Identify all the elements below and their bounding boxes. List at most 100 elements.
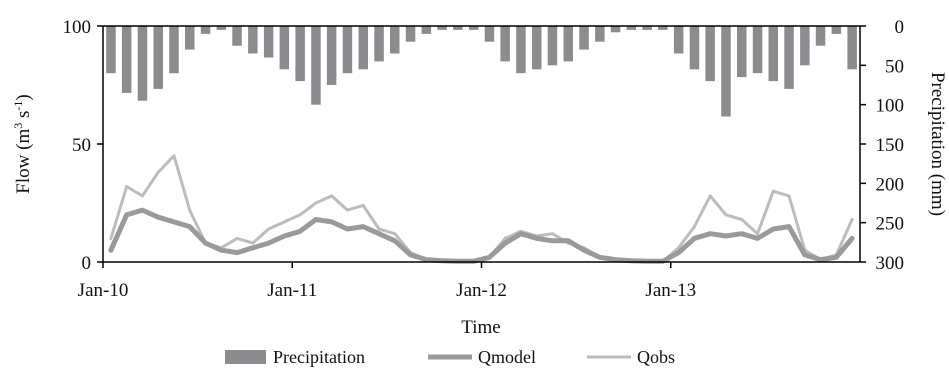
legend-swatch-precipitation <box>225 350 266 364</box>
precipitation-bar <box>263 26 274 58</box>
y2-axis-ticks: 0 50 100 150 200 250 300 <box>860 17 904 274</box>
precipitation-bar <box>532 26 542 70</box>
qobs-point <box>251 241 255 245</box>
precipitation-bar <box>121 26 132 93</box>
qobs-point <box>787 194 791 198</box>
x-tick-label: Jan-11 <box>267 280 317 301</box>
qmodel-point <box>346 227 349 231</box>
precipitation-bar <box>579 26 589 50</box>
precipitation-bar <box>200 26 211 34</box>
qobs-point <box>708 194 712 198</box>
x-tick-label: Jan-13 <box>645 280 696 301</box>
precipitation-bar <box>390 26 400 54</box>
precipitation-bar <box>642 26 652 30</box>
precipitation-bar <box>500 26 510 62</box>
y2-tick-label: 100 <box>876 96 905 117</box>
x-axis-title: Time <box>461 317 500 338</box>
qmodel-point <box>409 253 412 257</box>
qmodel-point <box>693 237 696 240</box>
qmodel-point <box>393 239 397 243</box>
x-tick-label: Jan-10 <box>78 280 129 301</box>
qmodel-point <box>141 208 144 212</box>
qmodel-line <box>108 207 855 264</box>
precipitation-bar <box>752 26 763 74</box>
qmodel-point <box>708 232 712 236</box>
qobs-point <box>756 232 759 236</box>
qmodel-point <box>488 255 491 259</box>
qmodel-point <box>267 241 270 245</box>
precipitation-bar <box>137 26 148 101</box>
qobs-point <box>551 232 554 236</box>
precipitation-bar <box>847 26 857 70</box>
x-tick-label: Jan-12 <box>456 280 507 301</box>
precipitation-bar <box>421 26 432 34</box>
precipitation-bar <box>626 26 637 30</box>
x-axis-ticks: Jan-10 Jan-11 Jan-12 Jan-13 <box>78 262 696 301</box>
precipitation-bar <box>185 26 195 50</box>
precipitation-bar <box>279 26 290 70</box>
qmodel-point <box>503 241 507 245</box>
qmodel-series <box>108 207 855 264</box>
qmodel-point <box>251 246 255 250</box>
qmodel-point <box>156 215 160 219</box>
qmodel-point <box>582 248 586 252</box>
qobs-point <box>393 232 397 236</box>
precipitation-bar <box>232 26 242 46</box>
qmodel-point <box>598 255 602 259</box>
qmodel-point <box>298 229 302 233</box>
precipitation-bars <box>106 26 857 117</box>
precipitation-bar <box>484 26 495 42</box>
qobs-point <box>503 237 507 240</box>
legend: Precipitation Qmodel Qobs <box>225 347 675 367</box>
precipitation-bar <box>595 26 605 42</box>
qobs-point <box>377 227 381 231</box>
precipitation-bar <box>800 26 810 66</box>
precipitation-bar <box>358 26 368 70</box>
precipitation-bar <box>784 26 794 89</box>
qmodel-point <box>724 234 728 238</box>
qobs-point <box>850 218 854 221</box>
qmodel-point <box>803 253 807 257</box>
precipitation-bar <box>248 26 258 54</box>
precipitation-bar <box>610 26 621 33</box>
precipitation-bar <box>563 26 573 62</box>
legend-label-qobs: Qobs <box>637 347 675 367</box>
qmodel-point <box>566 239 570 243</box>
y2-tick-label: 200 <box>876 174 905 195</box>
qmodel-point <box>677 251 680 255</box>
y2-tick-label: 150 <box>876 135 905 156</box>
qmodel-point <box>551 239 554 243</box>
precipitation-bar <box>326 26 337 85</box>
qmodel-point <box>330 220 334 224</box>
precipitation-bar <box>815 26 826 46</box>
qobs-point <box>188 208 192 212</box>
qmodel-point <box>219 248 223 252</box>
qobs-point <box>156 170 160 174</box>
precipitation-bar <box>705 26 715 82</box>
qmodel-point <box>235 251 239 255</box>
qobs-point <box>283 220 286 224</box>
y2-tick-label: 300 <box>876 253 905 274</box>
precipitation-bar <box>169 26 179 74</box>
qmodel-point <box>771 227 775 231</box>
qmodel-point <box>361 225 365 229</box>
qobs-point <box>740 218 744 221</box>
precipitation-bar <box>673 26 684 54</box>
qmodel-point <box>204 241 207 245</box>
precipitation-bar <box>311 26 321 105</box>
y2-tick-label: 50 <box>885 56 904 77</box>
precipitation-bar <box>374 26 384 62</box>
qobs-point <box>693 225 696 229</box>
qmodel-point <box>614 258 617 261</box>
precipitation-bar <box>737 26 747 78</box>
qmodel-point <box>172 220 176 224</box>
qobs-point <box>330 194 334 198</box>
qobs-point <box>125 185 129 188</box>
qobs-line <box>109 154 854 263</box>
qobs-point <box>724 213 728 217</box>
precipitation-bar <box>342 26 353 74</box>
y2-tick-label: 0 <box>895 17 905 38</box>
precipitation-bar <box>468 26 479 30</box>
y2-axis-title: Precipitation (mm) <box>927 72 948 216</box>
